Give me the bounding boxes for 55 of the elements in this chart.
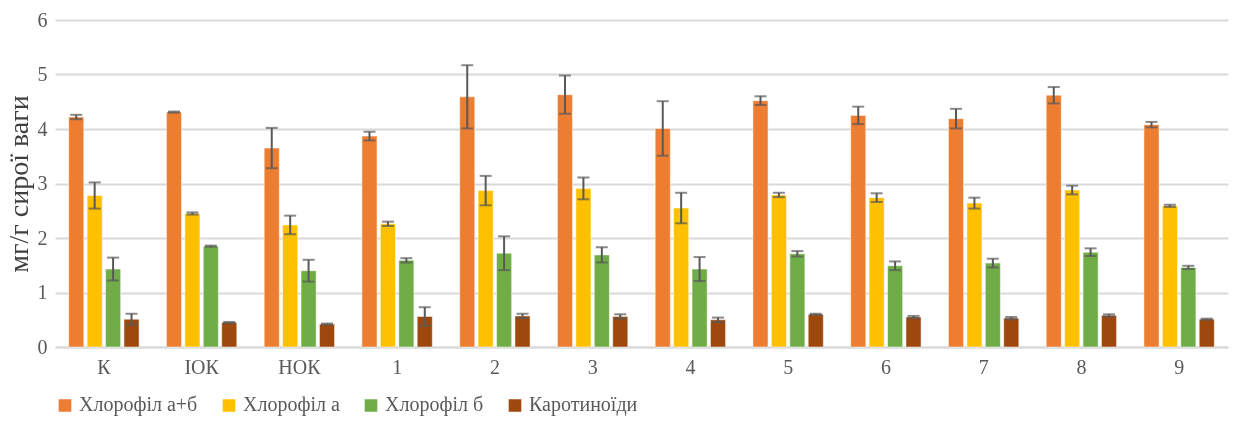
y-tick-label: 5: [37, 63, 48, 85]
x-tick-label: 1: [392, 355, 403, 378]
bar: [905, 316, 922, 348]
bar: [282, 224, 298, 348]
legend-label: Хлорофіл а: [243, 393, 340, 417]
bar: [1045, 94, 1062, 348]
bar: [673, 207, 689, 348]
x-tick-label: 8: [1076, 355, 1087, 378]
y-tick-label: 2: [37, 226, 48, 249]
bar: [203, 245, 219, 348]
bar: [86, 195, 103, 348]
legend-label: Каротиноїди: [529, 393, 638, 417]
x-tick-label: ІОК: [184, 355, 220, 378]
bar: [459, 96, 476, 348]
x-tick-label: 7: [978, 355, 989, 378]
bar: [263, 147, 280, 348]
bar: [105, 268, 121, 348]
bar: [966, 202, 983, 348]
bar: [594, 254, 610, 348]
legend-label: Хлорофіл а+б: [79, 393, 198, 417]
bar: [948, 118, 964, 348]
x-tick-label: 6: [880, 355, 891, 378]
bar: [1198, 318, 1215, 348]
bar: [166, 111, 182, 348]
x-tick-label: 3: [587, 355, 598, 378]
bar: [557, 94, 573, 348]
y-tick-label: 0: [37, 335, 48, 358]
x-tick-label: НОК: [278, 355, 322, 378]
bar: [850, 115, 867, 348]
x-tick-label: 5: [783, 355, 794, 378]
x-tick-label: К: [97, 355, 112, 378]
bar: [496, 253, 512, 348]
bar: [123, 318, 140, 348]
legend-label: Хлорофіл б: [385, 393, 484, 417]
bar: [1003, 317, 1020, 348]
y-tick-label: 6: [37, 8, 48, 31]
y-tick-label: 4: [37, 117, 48, 140]
x-tick-label: 4: [685, 355, 696, 378]
x-tick-label: 2: [489, 355, 500, 378]
bar: [575, 188, 592, 348]
bar: [1101, 315, 1117, 348]
bar: [300, 270, 317, 348]
bar: [319, 323, 335, 348]
y-tick-label: 3: [37, 172, 48, 194]
bar: [807, 314, 824, 348]
bar: [416, 316, 433, 348]
bar: [1162, 205, 1178, 348]
x-tick-label: 9: [1174, 355, 1185, 378]
bar: [477, 190, 494, 348]
y-tick-label: 1: [37, 281, 48, 303]
bar: [221, 322, 238, 348]
bar: [654, 128, 671, 348]
y-axis-title: мг/г сирої ваги: [2, 95, 34, 273]
bar: [691, 268, 708, 348]
bar: [184, 213, 201, 348]
